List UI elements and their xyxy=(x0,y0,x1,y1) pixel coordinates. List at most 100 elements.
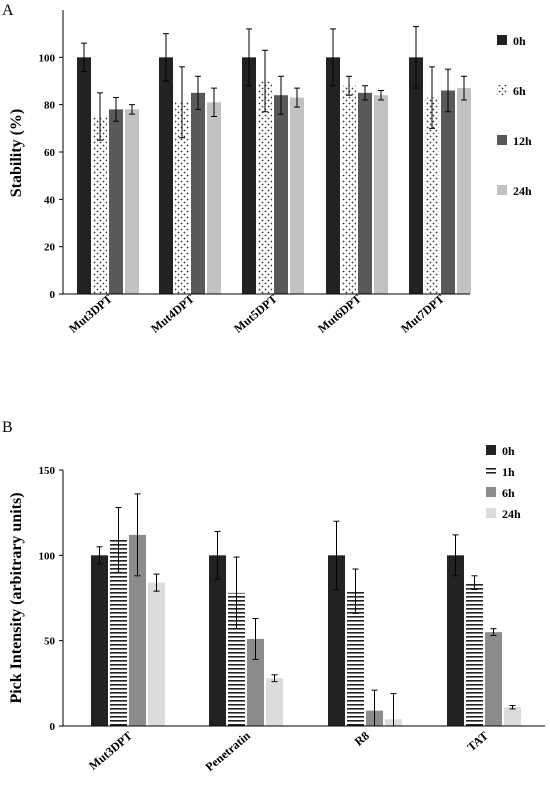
legend-item-6h: 6h xyxy=(486,486,515,500)
y-axis-title-b: Pick Intensity (arbitrary units) xyxy=(8,492,25,703)
bar-6h-Mut7DPT xyxy=(425,97,439,294)
bar-12h-Mut7DPT xyxy=(441,90,455,294)
y-tick-label: 0 xyxy=(50,721,56,733)
legend-item-6h: 6h xyxy=(497,84,526,98)
chart-panel-b: B Pick Intensity (arbitrary units) 0 50 10… xyxy=(2,419,545,774)
category-label: Mut5DPT xyxy=(231,292,280,336)
bars-b xyxy=(91,493,521,727)
legend-swatch xyxy=(486,466,496,476)
legend-label: 24h xyxy=(513,184,532,198)
panel-label-b: B xyxy=(2,419,13,436)
bar-24h-Mut7DPT xyxy=(457,88,471,294)
bar-6h-Mut3DPT xyxy=(129,534,146,726)
error-bar xyxy=(490,628,497,637)
chart-panel-a: A Stability (%) 0 20 40 60 80 100 Mut3DPT Mut4… xyxy=(2,2,532,336)
category-label: Mut3DPT xyxy=(86,729,135,773)
error-bar xyxy=(429,66,435,129)
legend-label: 0h xyxy=(502,444,515,458)
legend-swatch xyxy=(497,185,507,195)
y-tick-label: 50 xyxy=(44,636,56,648)
y-axis-title-a: Stability (%) xyxy=(8,109,25,197)
legend-swatch xyxy=(486,487,496,497)
panel-label-a: A xyxy=(2,2,14,19)
bar-0h-Mut7DPT xyxy=(409,57,423,295)
bar-6h-TAT xyxy=(485,632,502,726)
legend-label: 12h xyxy=(513,134,532,148)
y-tick-label: 60 xyxy=(44,147,56,159)
error-bar xyxy=(252,617,259,660)
legend-item-24h: 24h xyxy=(486,507,521,521)
bar-6h-Mut5DPT xyxy=(258,81,272,294)
bar-6h-Penetratin xyxy=(247,638,264,726)
error-bar xyxy=(214,530,221,580)
error-bar xyxy=(452,534,459,577)
error-bar xyxy=(211,87,217,117)
legend-item-1h: 1h xyxy=(486,465,515,479)
error-bar xyxy=(378,89,384,101)
bar-0h-R8 xyxy=(328,555,345,726)
error-bar xyxy=(330,28,336,87)
error-bar xyxy=(134,493,141,577)
bar-0h-Mut5DPT xyxy=(242,57,256,295)
bar-6h-Mut3DPT xyxy=(93,116,107,294)
error-bar xyxy=(461,75,467,101)
legend-item-12h: 12h xyxy=(497,134,532,148)
error-bar xyxy=(113,97,119,122)
category-labels-b: Mut3DPT Penetratin R8 TAT xyxy=(86,728,491,774)
bar-6h-Mut6DPT xyxy=(342,85,356,294)
legend-swatch xyxy=(497,135,507,145)
category-label: Mut3DPT xyxy=(66,292,115,336)
bar-24h-Mut3DPT xyxy=(148,582,165,726)
error-bar xyxy=(294,87,300,108)
error-bar xyxy=(129,104,135,115)
bar-24h-Penetratin xyxy=(266,678,283,726)
legend-label: 24h xyxy=(502,507,521,521)
legend-label: 0h xyxy=(513,34,526,48)
bar-24h-Mut4DPT xyxy=(207,102,221,294)
error-bar xyxy=(246,28,252,87)
legend-item-24h: 24h xyxy=(497,184,532,198)
bar-0h-Mut4DPT xyxy=(159,57,173,295)
error-bar xyxy=(195,75,201,110)
legend-b: 0h 1h 6h 24h xyxy=(486,444,521,521)
legend-swatch xyxy=(497,85,507,95)
error-bar xyxy=(471,575,478,590)
bar-12h-Mut3DPT xyxy=(109,109,123,295)
bars-a xyxy=(77,26,471,295)
y-ticks-a: 0 20 40 60 80 100 xyxy=(39,52,63,301)
error-bar xyxy=(96,546,103,565)
bar-12h-Mut4DPT xyxy=(191,92,205,294)
error-bar xyxy=(333,520,340,590)
error-bar xyxy=(346,75,352,96)
category-label: Mut4DPT xyxy=(148,292,197,336)
legend-swatch xyxy=(486,445,496,455)
error-bar xyxy=(153,573,160,592)
bar-1h-R8 xyxy=(347,591,364,726)
bar-24h-Mut6DPT xyxy=(374,95,388,294)
error-bar xyxy=(115,507,122,573)
legend-swatch xyxy=(486,508,496,518)
bar-12h-Mut5DPT xyxy=(274,95,288,294)
bar-24h-TAT xyxy=(504,707,521,726)
error-bar xyxy=(97,92,103,141)
category-label: Mut7DPT xyxy=(398,292,447,336)
error-bar xyxy=(262,49,268,113)
y-ticks-b: 0 50 100 150 xyxy=(39,465,63,733)
error-bar xyxy=(163,33,169,82)
legend-label: 6h xyxy=(502,486,515,500)
category-label: R8 xyxy=(352,729,372,749)
y-tick-label: 100 xyxy=(39,550,56,562)
category-label: TAT xyxy=(464,729,491,754)
bar-24h-Mut3DPT xyxy=(125,109,139,295)
bar-0h-TAT xyxy=(447,555,464,726)
error-bar xyxy=(179,66,185,139)
y-tick-label: 80 xyxy=(44,100,56,112)
bar-1h-TAT xyxy=(466,582,483,726)
bar-0h-Mut3DPT xyxy=(77,57,91,295)
legend-label: 1h xyxy=(502,465,515,479)
error-bar xyxy=(362,85,368,101)
y-tick-label: 20 xyxy=(44,242,56,254)
category-labels-a: Mut3DPT Mut4DPT Mut5DPT Mut6DPT Mut7DPT xyxy=(66,292,447,336)
error-bar xyxy=(509,705,516,710)
